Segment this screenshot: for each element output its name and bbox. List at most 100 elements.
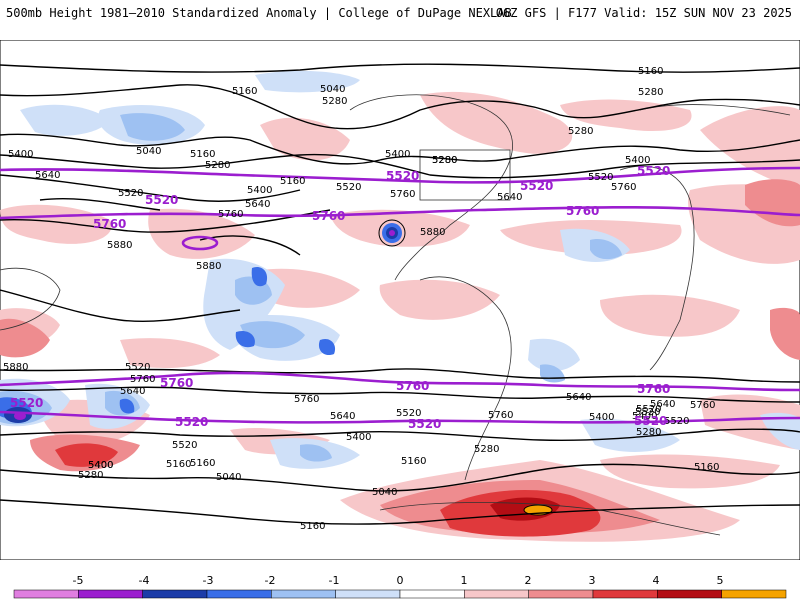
height-label: 5160: [190, 149, 215, 160]
height-label: 5160: [300, 521, 325, 532]
colorbar: -5 -4 -3 -2 -1 0 1 2 3 4 5: [13, 574, 787, 599]
highlight-label: 5520: [145, 193, 178, 207]
highlight-label: 5760: [160, 376, 193, 390]
colorbar-tick: 3: [589, 574, 596, 587]
contour-5760-south: [0, 371, 800, 392]
run-info: 06Z GFS | F177 Valid: 15Z SUN NOV 23 202…: [495, 6, 792, 20]
highlight-labels: 5520 5760 5520 5760 5520 5760 5520 5760 …: [10, 164, 670, 431]
header-bar: 500mb Height 1981–2010 Standardized Anom…: [0, 0, 800, 40]
colorbar-swatch: [78, 589, 143, 599]
colorbar-swatch: [464, 589, 529, 599]
height-label: 5400: [247, 185, 272, 196]
highlight-label: 5760: [312, 209, 345, 223]
colorbar-swatch: [142, 589, 208, 599]
colorbar-boxes: [13, 589, 787, 599]
height-label: 5160: [190, 458, 215, 469]
anomaly-map[interactable]: 5160 5040 5280 5160 5280 5040 5160 5280 …: [0, 40, 800, 560]
height-label: 5640: [566, 392, 591, 403]
colorbar-tick: 5: [717, 574, 724, 587]
height-label: 5640: [497, 192, 522, 203]
highlight-label: 5520: [10, 396, 43, 410]
height-label: 5280: [78, 470, 103, 481]
colorbar-swatch: [657, 589, 722, 599]
highlight-label: 5760: [637, 382, 670, 396]
height-label: 5640: [245, 199, 270, 210]
height-label: 5160: [401, 456, 426, 467]
australia-coast: [0, 267, 61, 331]
highlight-label: 5760: [396, 379, 429, 393]
colorbar-tick: -4: [139, 574, 150, 587]
colorbar-tick: -5: [73, 574, 84, 587]
height-label: 5520: [118, 188, 143, 199]
colorbar-tick: 2: [525, 574, 532, 587]
height-label: 5400: [385, 149, 410, 160]
height-label: 5400: [88, 460, 113, 471]
height-label: 5520: [125, 362, 150, 373]
height-label: 5400: [632, 411, 657, 422]
height-label: 5520: [396, 408, 421, 419]
height-label: 5160: [166, 459, 191, 470]
height-label: 5880: [3, 362, 28, 373]
height-label: 5280: [205, 160, 230, 171]
highlight-label: 5520: [634, 414, 667, 428]
height-label: 5280: [432, 155, 457, 166]
height-label: 5280: [638, 87, 663, 98]
highlight-label: 5520: [520, 179, 553, 193]
height-label: 5160: [694, 462, 719, 473]
cutoff-low-center: [389, 230, 395, 236]
height-label: 5160: [280, 176, 305, 187]
height-label: 5760: [130, 374, 155, 385]
height-label: 5040: [372, 487, 397, 498]
height-label: 5280: [474, 444, 499, 455]
colorbar-swatch: [335, 589, 401, 599]
colorbar-tick: 0: [397, 574, 404, 587]
colorbar-tick: 4: [653, 574, 660, 587]
height-label: 5160: [638, 66, 663, 77]
height-label: 5760: [611, 182, 636, 193]
colorbar-swatch: [271, 589, 336, 599]
height-label: 5640: [120, 386, 145, 397]
us-states-grid: [419, 149, 511, 201]
colorbar-tick: -3: [203, 574, 214, 587]
height-label: 5400: [346, 432, 371, 443]
antarctica-coast: [379, 502, 721, 536]
colorbar-swatch: [721, 589, 787, 599]
height-label: 5040: [320, 84, 345, 95]
height-label: 5640: [650, 399, 675, 410]
height-label: 5640: [35, 170, 60, 181]
height-label: 5520: [664, 416, 689, 427]
highlight-label: 5520: [386, 169, 419, 183]
africa-coast: [619, 165, 695, 371]
contour-5520-north: [0, 166, 800, 184]
map-title: 500mb Height 1981–2010 Standardized Anom…: [6, 6, 512, 20]
height-label: 5760: [488, 410, 513, 421]
height-label: 5880: [420, 227, 445, 238]
colorbar-swatch: [13, 589, 79, 599]
colorbar-swatch: [592, 589, 658, 599]
highlight-contours: [0, 166, 800, 424]
height-label: 5040: [136, 146, 161, 157]
colorbar-ticks: -5 -4 -3 -2 -1 0 1 2 3 4 5: [73, 574, 724, 587]
height-label: 5760: [218, 209, 243, 220]
height-label: 5520: [636, 404, 661, 415]
height-label: 5400: [589, 412, 614, 423]
contour-5880-closed: [181, 235, 219, 251]
cutoff-low-contour: [378, 219, 406, 247]
contour-5760-north: [0, 205, 800, 220]
height-label: 5880: [196, 261, 221, 272]
colorbar-tick: -2: [265, 574, 276, 587]
height-label: 5520: [336, 182, 361, 193]
colorbar-swatch: [399, 589, 465, 599]
colorbar-swatch: [206, 589, 272, 599]
height-label: 5280: [432, 155, 457, 166]
height-label: 5160: [232, 86, 257, 97]
height-label: 5400: [625, 155, 650, 166]
height-label: 5280: [636, 427, 661, 438]
height-label: 5400: [8, 149, 33, 160]
highlight-label: 5520: [637, 164, 670, 178]
colorbar-tick: -1: [329, 574, 340, 587]
highlight-label: 5520: [408, 417, 441, 431]
north-america-coast: [349, 94, 513, 281]
height-label: 5520: [172, 440, 197, 451]
highlight-label: 5760: [93, 217, 126, 231]
